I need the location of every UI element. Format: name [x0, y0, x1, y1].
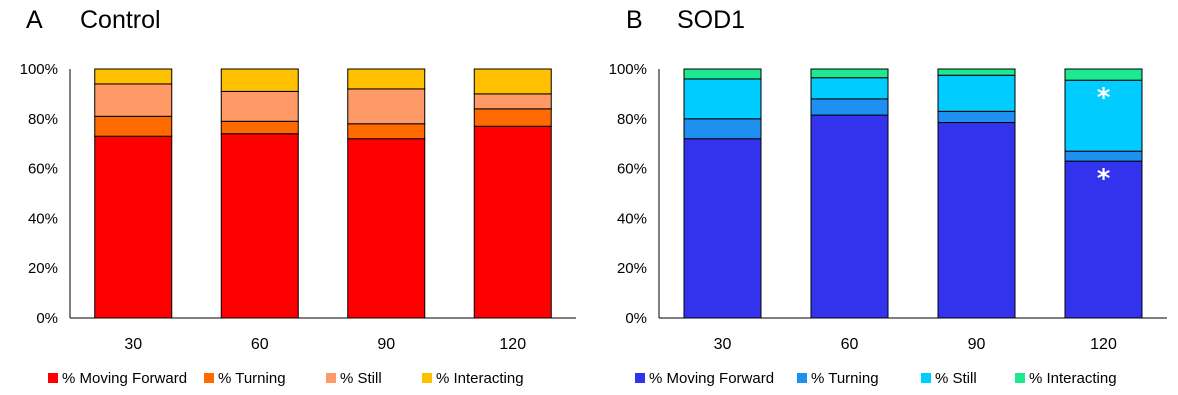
x-tick-label: 90 [377, 336, 395, 353]
legend-label: % Turning [218, 370, 286, 387]
legend-swatch [921, 373, 931, 383]
chart-title: Control [80, 6, 161, 34]
bar-segment [94, 68, 173, 85]
bar-segment [810, 98, 889, 116]
y-tick-label: 80% [617, 111, 647, 128]
legend-swatch [797, 373, 807, 383]
legend-label: % Still [935, 370, 977, 387]
legend-label: % Moving Forward [62, 370, 187, 387]
bar-segment [94, 135, 173, 319]
x-tick-label: 90 [968, 336, 986, 353]
x-tick-label: 60 [841, 336, 859, 353]
bar-segment [473, 108, 552, 127]
bar-segment [347, 138, 426, 319]
chart-control: 0% 20% 40% 60% 80% 100% 30 60 90 120 % Moving Forw… [20, 61, 576, 387]
x-tick-label: 120 [1090, 336, 1117, 353]
legend-swatch [204, 373, 214, 383]
chart-title: SOD1 [677, 6, 746, 34]
bar-segment [810, 77, 889, 100]
panel-control: A Control 0% 20% 40% 60% 80% 100% 30 60 90 120 % M… [20, 6, 576, 387]
y-tick-label: 80% [28, 111, 58, 128]
legend-label: % Still [340, 370, 382, 387]
legend-swatch [1015, 373, 1025, 383]
significance-marker: * [1097, 164, 1111, 194]
y-tick-label: 0% [625, 310, 647, 327]
bar-segment [937, 74, 1016, 112]
y-tick-label: 40% [617, 210, 647, 227]
bar-segment [1064, 79, 1143, 152]
bar-segment [683, 138, 762, 319]
bar-segment [937, 68, 1016, 76]
bar-segment [220, 90, 299, 122]
bar-segment [94, 83, 173, 117]
panel-sod1: B SOD1 0% 20% 40% 60% 80% 100% 30 60 90 120 * * % Mo… [589, 0, 1178, 395]
chart-sod1: 0% 20% 40% 60% 80% 100% 30 60 90 120 * * % Moving Fo… [609, 61, 1167, 387]
bar-segment [937, 110, 1016, 124]
y-tick-label: 100% [20, 61, 58, 78]
bar-segment [220, 68, 299, 92]
y-tick-label: 20% [28, 260, 58, 277]
bar-segment [810, 114, 889, 319]
y-tick-label: 60% [617, 161, 647, 178]
legend-swatch [326, 373, 336, 383]
legend-label: % Moving Forward [649, 370, 774, 387]
bar-segment [1064, 68, 1143, 81]
y-tick-label: 20% [617, 260, 647, 277]
bar-segment [683, 78, 762, 120]
bar-segment [347, 88, 426, 125]
bar-segment [94, 115, 173, 137]
panel-letter: A [26, 6, 43, 34]
bar-segment [220, 133, 299, 319]
legend-label: % Interacting [1029, 370, 1117, 387]
significance-marker: * [1097, 83, 1111, 113]
y-tick-label: 60% [28, 161, 58, 178]
bar-segment [473, 68, 552, 95]
bar-segment [937, 122, 1016, 319]
y-tick-label: 40% [28, 210, 58, 227]
bar-segment [1064, 160, 1143, 319]
legend-swatch [422, 373, 432, 383]
x-tick-label: 30 [124, 336, 142, 353]
bar-segment [683, 68, 762, 80]
legend-label: % Interacting [436, 370, 524, 387]
y-tick-label: 100% [609, 61, 647, 78]
bar-segment [473, 93, 552, 110]
bar-segment [220, 120, 299, 135]
legend-swatch [48, 373, 58, 383]
bar-segment [473, 125, 552, 319]
x-tick-label: 60 [251, 336, 269, 353]
x-tick-label: 30 [714, 336, 732, 353]
legend-label: % Turning [811, 370, 879, 387]
bar-segment [683, 118, 762, 140]
legend-swatch [635, 373, 645, 383]
panel-letter: B [626, 6, 643, 34]
bar-segment [810, 68, 889, 79]
x-tick-label: 120 [499, 336, 526, 353]
bar-segment [1064, 150, 1143, 162]
bar-segment [347, 68, 426, 90]
bar-segment [347, 123, 426, 140]
y-tick-label: 0% [36, 310, 58, 327]
